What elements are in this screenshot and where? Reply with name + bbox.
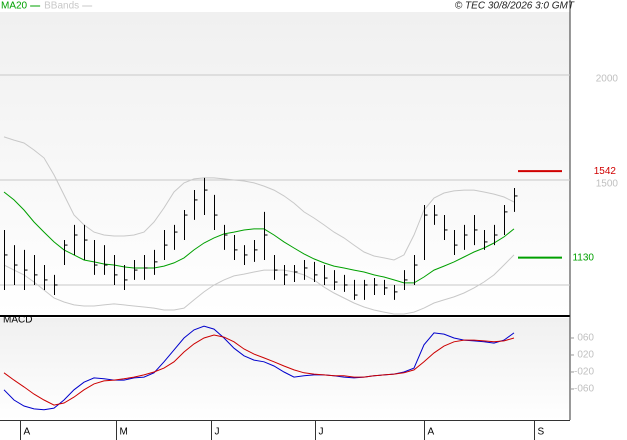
bband-upper — [3, 136, 515, 261]
x-tick-label: S — [538, 427, 545, 438]
macd-panel — [0, 318, 570, 420]
x-tick-label: A — [24, 427, 31, 438]
legend-label: BBands — [44, 1, 79, 12]
copyright: © TEC 30/8/2026 3:0 GMT — [455, 1, 575, 12]
ma-line — [3, 191, 515, 284]
macd-line — [3, 325, 515, 411]
x-tick-label: J — [215, 427, 220, 438]
x-tick-label: A — [428, 427, 435, 438]
y-tick-label: -020 — [574, 367, 594, 378]
x-tick-label: M — [120, 427, 128, 438]
y-tick-label: 2000 — [596, 74, 619, 85]
legend-label: MA20 — [1, 1, 28, 12]
y-tick-label: 020 — [577, 350, 594, 361]
y-tick-label: -060 — [574, 384, 594, 395]
level-label: 1130 — [572, 252, 594, 263]
macd-line — [3, 334, 515, 406]
x-tick-label: J — [319, 427, 324, 438]
y-tick-label: 060 — [577, 333, 594, 344]
bband-lower — [3, 254, 515, 315]
y-tick-label: 1500 — [596, 179, 619, 190]
level-label: 1542 — [594, 166, 617, 177]
macd-title: MACD — [3, 315, 32, 326]
